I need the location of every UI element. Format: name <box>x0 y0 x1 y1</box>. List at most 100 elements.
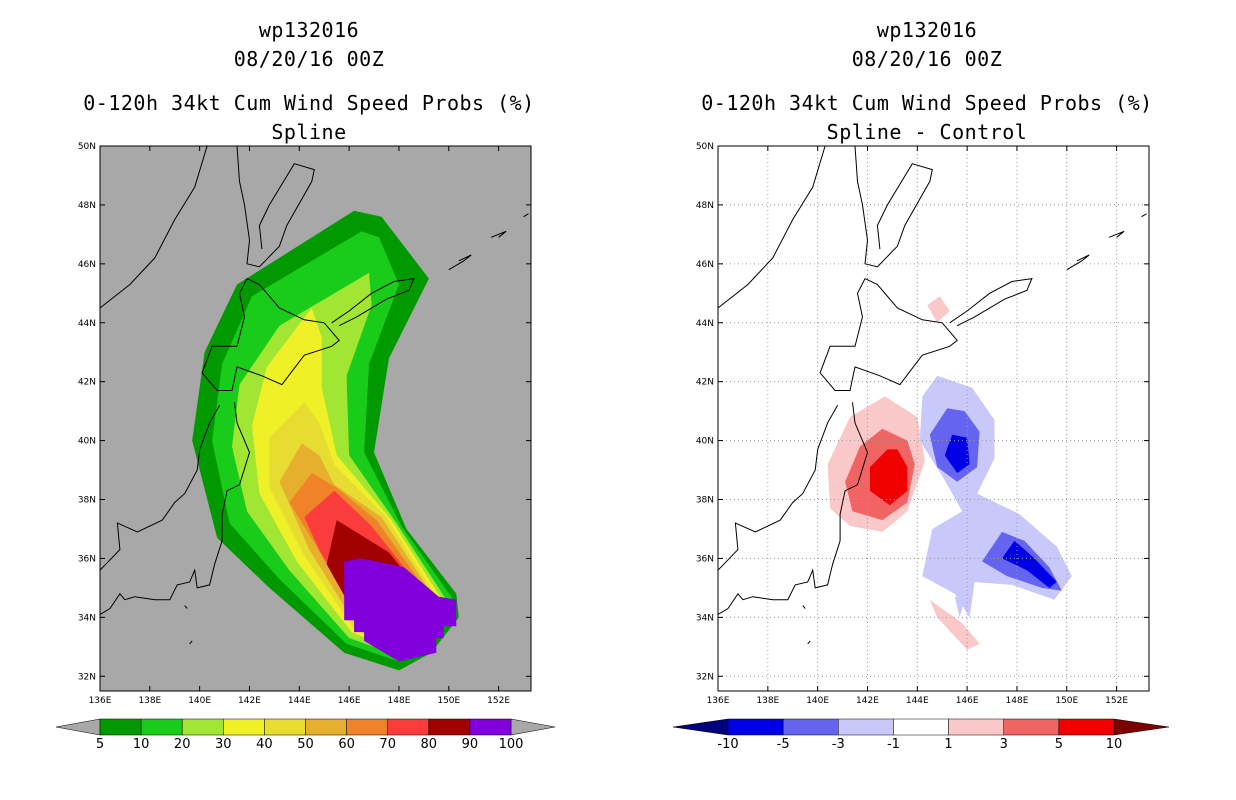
colorbar-swatch <box>1003 718 1060 736</box>
plot-frame <box>717 145 1150 692</box>
y-tick-label: 34N <box>78 613 96 623</box>
colorbar-swatch <box>469 718 512 736</box>
x-tick-label: 140E <box>806 696 829 706</box>
chart-subtitle: Spline - Control <box>826 120 1028 144</box>
colorbar-swatch <box>346 718 388 736</box>
coastline <box>184 605 188 609</box>
coastline <box>100 146 208 309</box>
chart-title: 0-120h 34kt Cum Wind Speed Probs (%) <box>83 91 535 115</box>
colorbar-swatch <box>1058 718 1115 736</box>
y-tick-label: 44N <box>78 319 96 329</box>
y-tick-label: 40N <box>78 437 96 447</box>
y-tick-label: 48N <box>78 201 96 211</box>
contour-90 <box>344 558 457 662</box>
x-tick-label: 138E <box>138 696 161 706</box>
difference-map: 136E 138E 140E 142E 144E 146E 148E 150E 152E 32N 3… <box>672 142 1170 752</box>
colorbar-label: 10 <box>133 737 150 752</box>
coastline <box>523 213 529 218</box>
x-tick-label: 150E <box>437 696 460 706</box>
colorbar-swatch <box>181 718 224 736</box>
coastline <box>201 278 340 391</box>
y-tick-label: 50N <box>696 142 714 152</box>
x-tick-label: 140E <box>188 696 211 706</box>
colorbar-swatch <box>893 718 949 736</box>
chart-datetime: 08/20/16 00Z <box>233 47 385 71</box>
chart-subtitle: Spline <box>271 120 347 144</box>
y-tick-label: 42N <box>78 378 96 388</box>
right-chart-panel: wp132016 08/20/16 00Z 0-120h 34kt Cum Wi… <box>618 0 1236 800</box>
coastline <box>236 146 315 268</box>
colorbar-swatch <box>782 718 839 736</box>
y-tick-label: 34N <box>696 613 714 623</box>
x-tick-label: 148E <box>388 696 411 706</box>
x-tick-label: 136E <box>707 696 730 706</box>
storm-id: wp132016 <box>258 18 360 42</box>
colorbar-swatch <box>99 718 142 736</box>
coastline <box>854 146 933 268</box>
colorbar-label: -10 <box>717 737 738 752</box>
coastline <box>189 640 193 645</box>
probability-map: 136E 138E 140E 142E 144E 146E 148E 150E 152E 32N 3… <box>55 142 556 752</box>
y-tick-label: 36N <box>696 554 714 564</box>
y-tick-label: 44N <box>696 319 714 329</box>
coastline <box>1066 254 1090 271</box>
y-tick-label: 46N <box>696 260 714 270</box>
colorbar-extend-low <box>55 718 101 736</box>
y-tick-label: 40N <box>696 437 714 447</box>
y-tick-label: 46N <box>78 260 96 270</box>
y-tick-label: 36N <box>78 554 96 564</box>
y-tick-label: 48N <box>696 201 714 211</box>
colorbar-label: -3 <box>832 737 845 752</box>
colorbar-label: 70 <box>379 737 396 752</box>
y-tick-label: 32N <box>696 672 714 682</box>
colorbar-label: -1 <box>887 737 900 752</box>
x-tick-label: 136E <box>89 696 112 706</box>
colorbar-label: 5 <box>96 737 104 752</box>
y-tick-label: 38N <box>78 496 96 506</box>
chart-datetime: 08/20/16 00Z <box>851 47 1003 71</box>
colorbar-swatch <box>948 718 1004 736</box>
colorbar-label: 100 <box>499 737 524 752</box>
colorbar-extend-low <box>672 718 729 736</box>
coastline <box>807 640 811 645</box>
x-tick-label: 148E <box>1006 696 1029 706</box>
coastline <box>718 402 869 615</box>
colorbar-label: 50 <box>297 737 314 752</box>
left-chart-panel: wp132016 08/20/16 00Z 0-120h 34kt Cum Wi… <box>55 18 556 752</box>
colorbar-label: 90 <box>462 737 479 752</box>
y-tick-label: 38N <box>696 496 714 506</box>
contour--5 <box>944 434 970 473</box>
colorbar-swatch <box>727 718 784 736</box>
colorbar-label: 30 <box>215 737 232 752</box>
coastline <box>331 277 415 327</box>
contour--5 <box>1002 540 1057 588</box>
x-tick-label: 152E <box>487 696 510 706</box>
coastline <box>1141 213 1147 218</box>
y-tick-label: 42N <box>696 378 714 388</box>
x-tick-label: 146E <box>956 696 979 706</box>
contour-5 <box>870 449 908 506</box>
chart-title: 0-120h 34kt Cum Wind Speed Probs (%) <box>701 91 1153 115</box>
colorbar-label: -5 <box>777 737 790 752</box>
colorbar-label: 40 <box>256 737 273 752</box>
colorbar-swatch <box>305 718 347 736</box>
x-tick-label: 138E <box>756 696 779 706</box>
coastline <box>100 402 251 615</box>
colorbar-label: 1 <box>944 737 952 752</box>
coastline <box>819 278 958 391</box>
coastline <box>718 146 826 309</box>
colorbar-swatch <box>140 718 183 736</box>
x-tick-label: 144E <box>906 696 929 706</box>
x-tick-label: 150E <box>1055 696 1078 706</box>
coastline <box>802 605 806 609</box>
y-tick-label: 50N <box>78 142 96 152</box>
x-tick-label: 152E <box>1105 696 1128 706</box>
colorbar-label: 80 <box>421 737 438 752</box>
x-tick-label: 144E <box>288 696 311 706</box>
contour-1 <box>927 296 950 323</box>
x-tick-label: 142E <box>856 696 879 706</box>
colorbar-label: 10 <box>1106 737 1123 752</box>
storm-id: wp132016 <box>876 18 978 42</box>
colorbar-swatch <box>428 718 471 736</box>
coastline <box>718 404 839 571</box>
